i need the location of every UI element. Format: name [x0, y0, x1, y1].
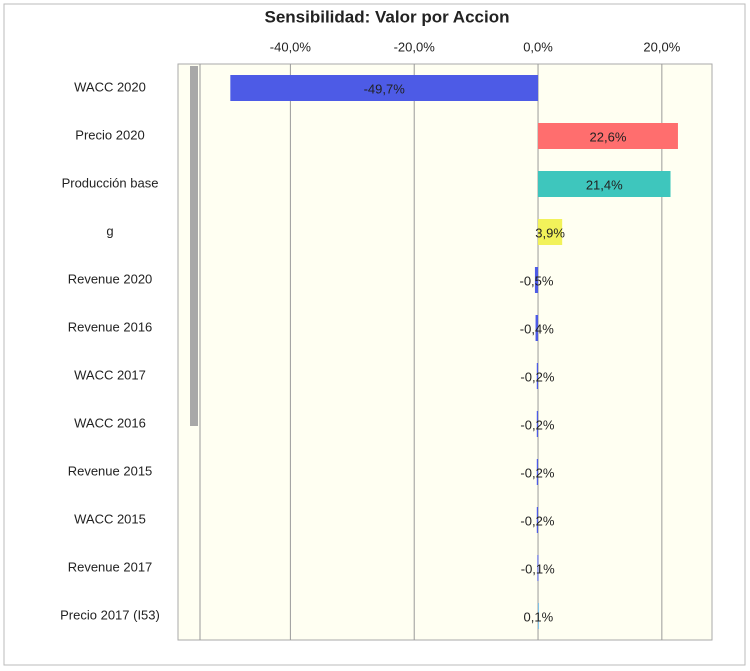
y-tick-label: WACC 2015	[74, 511, 146, 526]
data-label: 3,9%	[535, 225, 565, 240]
chart-title: Sensibilidad: Valor por Accion	[265, 7, 510, 26]
x-tick-label: -20,0%	[394, 39, 436, 54]
y-tick-label: Revenue 2016	[68, 319, 153, 334]
bar	[536, 363, 539, 389]
y-tick-label: Precio 2017 (I53)	[60, 607, 160, 622]
bar	[535, 315, 539, 341]
y-tick-label: Revenue 2017	[68, 559, 153, 574]
data-label: -0,2%	[520, 513, 554, 528]
x-tick-label: -40,0%	[270, 39, 312, 54]
data-label: 22,6%	[590, 129, 627, 144]
scrollbar	[190, 66, 198, 426]
bar	[534, 267, 539, 293]
data-label: -0,2%	[520, 465, 554, 480]
y-tick-label: Precio 2020	[75, 127, 144, 142]
bar	[538, 219, 563, 245]
data-label: -0,4%	[520, 321, 554, 336]
bar	[536, 459, 539, 485]
x-tick-label: 0,0%	[523, 39, 553, 54]
bar	[538, 171, 671, 197]
bar	[536, 411, 539, 437]
bar	[538, 603, 540, 629]
x-tick-label: 20,0%	[643, 39, 680, 54]
data-label: -0,2%	[520, 369, 554, 384]
data-label: -0,5%	[519, 273, 553, 288]
bar	[537, 555, 539, 581]
data-label: 0,1%	[524, 609, 554, 624]
data-label: 21,4%	[586, 177, 623, 192]
y-tick-label: WACC 2017	[74, 367, 146, 382]
y-tick-label: Revenue 2015	[68, 463, 153, 478]
data-label: -49,7%	[364, 81, 406, 96]
y-tick-label: Producción base	[62, 175, 159, 190]
y-tick-label: Revenue 2020	[68, 271, 153, 286]
bar	[230, 75, 539, 101]
data-label: -0,1%	[521, 561, 555, 576]
data-label: -0,2%	[520, 417, 554, 432]
plot-area	[177, 63, 713, 641]
y-tick-label: g	[106, 223, 113, 238]
y-tick-label: WACC 2020	[74, 79, 146, 94]
bar	[538, 123, 678, 149]
y-tick-label: WACC 2016	[74, 415, 146, 430]
bar	[536, 507, 539, 533]
